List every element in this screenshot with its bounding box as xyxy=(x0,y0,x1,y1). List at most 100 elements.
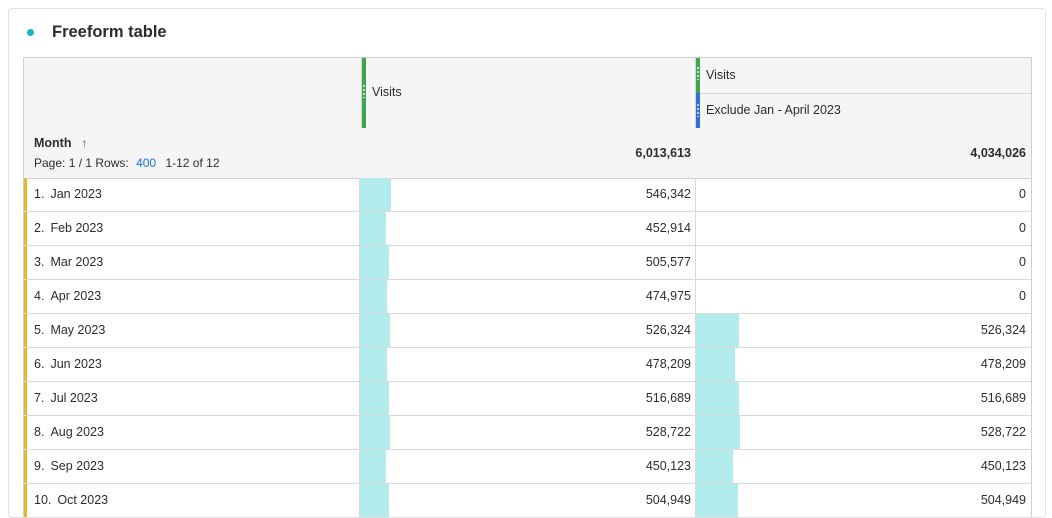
row-label: 5. May 2023 xyxy=(34,323,105,337)
dimension-header[interactable]: Month ↑ xyxy=(34,136,87,150)
row-number: 3. xyxy=(34,255,45,269)
row-number: 8. xyxy=(34,425,45,439)
rows-label: Rows: xyxy=(95,156,129,170)
cell-visits-segment[interactable]: 0 xyxy=(695,212,1031,245)
cell-value: 450,123 xyxy=(645,459,691,473)
cell-visits[interactable]: 478,209 xyxy=(359,348,696,381)
row-label: 4. Apr 2023 xyxy=(34,289,101,303)
column-header-visits[interactable]: Visits xyxy=(361,58,697,128)
cell-value: 504,949 xyxy=(980,493,1026,507)
table-row[interactable]: 7. Jul 2023 516,689 516,689 xyxy=(24,382,1031,416)
column-header-visits-segment[interactable]: Visits Exclude Jan - April 2023 xyxy=(695,58,1031,128)
cell-value: 450,123 xyxy=(980,459,1026,473)
cell-visits-segment[interactable]: 450,123 xyxy=(695,450,1031,483)
header-divider xyxy=(696,93,1031,94)
value-bar xyxy=(696,484,738,517)
month-label: May 2023 xyxy=(50,323,106,337)
cell-visits-segment[interactable]: 528,722 xyxy=(695,416,1031,449)
month-label: Mar 2023 xyxy=(50,255,104,269)
page-indicator: Page: 1 / 1 xyxy=(34,156,93,170)
cell-value: 474,975 xyxy=(645,289,691,303)
row-label: 8. Aug 2023 xyxy=(34,425,104,439)
table-row[interactable]: 2. Feb 2023 452,914 0 xyxy=(24,212,1031,246)
drag-handle-icon[interactable] xyxy=(697,66,699,80)
drag-handle-icon[interactable] xyxy=(697,103,699,117)
cell-value: 516,689 xyxy=(980,391,1026,405)
cell-value: 0 xyxy=(1019,187,1026,201)
month-label: Oct 2023 xyxy=(57,493,109,507)
cell-visits[interactable]: 505,577 xyxy=(359,246,696,279)
cell-visits-segment[interactable]: 478,209 xyxy=(695,348,1031,381)
value-bar xyxy=(696,314,739,347)
row-accent xyxy=(24,280,27,313)
value-bar xyxy=(360,484,389,517)
cell-visits[interactable]: 546,342 xyxy=(359,178,696,211)
row-number: 1. xyxy=(34,187,45,201)
row-accent xyxy=(24,246,27,279)
row-accent xyxy=(24,314,27,347)
table-row[interactable]: 9. Sep 2023 450,123 450,123 xyxy=(24,450,1031,484)
value-bar xyxy=(360,212,386,245)
value-bar xyxy=(696,416,740,449)
table-row[interactable]: 1. Jan 2023 546,342 0 xyxy=(24,178,1031,212)
table-body: 1. Jan 2023 546,342 0 2. Feb 2023 452,914 0 3. Ma… xyxy=(24,178,1031,517)
value-bar xyxy=(696,382,739,415)
cell-value: 528,722 xyxy=(645,425,691,439)
cell-visits-segment[interactable]: 0 xyxy=(695,280,1031,313)
rows-per-page-select[interactable]: 400 xyxy=(136,156,157,170)
dimension-label: Month xyxy=(34,136,72,150)
row-accent xyxy=(24,348,27,381)
table-header: Visits Visits Exclude Jan - April 2023 xyxy=(24,58,1031,129)
row-label: 3. Mar 2023 xyxy=(34,255,103,269)
month-label: Jul 2023 xyxy=(50,391,98,405)
table-row[interactable]: 4. Apr 2023 474,975 0 xyxy=(24,280,1031,314)
value-bar xyxy=(360,246,389,279)
value-bar xyxy=(360,450,386,483)
cell-visits[interactable]: 516,689 xyxy=(359,382,696,415)
row-label: 7. Jul 2023 xyxy=(34,391,98,405)
row-number: 10. xyxy=(34,493,52,507)
month-label: Sep 2023 xyxy=(50,459,104,473)
month-label: Feb 2023 xyxy=(50,221,104,235)
cell-visits[interactable]: 528,722 xyxy=(359,416,696,449)
table-row[interactable]: 8. Aug 2023 528,722 528,722 xyxy=(24,416,1031,450)
table-row[interactable]: 6. Jun 2023 478,209 478,209 xyxy=(24,348,1031,382)
row-label: 6. Jun 2023 xyxy=(34,357,102,371)
arrow-up-icon[interactable]: ↑ xyxy=(81,136,88,150)
cell-value: 526,324 xyxy=(645,323,691,337)
freeform-panel: Freeform table Visits Visits Exclude Jan… xyxy=(8,8,1046,518)
cell-visits-segment[interactable]: 0 xyxy=(695,246,1031,279)
row-label: 1. Jan 2023 xyxy=(34,187,102,201)
row-range: 1-12 of 12 xyxy=(165,156,220,170)
row-number: 4. xyxy=(34,289,45,303)
cell-visits[interactable]: 450,123 xyxy=(359,450,696,483)
column-total-visits-segment: 4,034,026 xyxy=(970,146,1026,160)
cell-visits[interactable]: 504,949 xyxy=(359,484,696,517)
month-label: Jan 2023 xyxy=(50,187,102,201)
month-label: Aug 2023 xyxy=(50,425,104,439)
value-bar xyxy=(360,314,390,347)
status-dot-icon xyxy=(27,28,34,36)
table-row[interactable]: 10. Oct 2023 504,949 504,949 xyxy=(24,484,1031,517)
row-number: 9. xyxy=(34,459,45,473)
column-total-visits: 6,013,613 xyxy=(635,146,691,160)
cell-visits-segment[interactable]: 526,324 xyxy=(695,314,1031,347)
freeform-table: Visits Visits Exclude Jan - April 2023 M… xyxy=(23,57,1032,517)
cell-visits[interactable]: 526,324 xyxy=(359,314,696,347)
cell-visits[interactable]: 474,975 xyxy=(359,280,696,313)
cell-visits-segment[interactable]: 0 xyxy=(695,178,1031,211)
panel-header[interactable]: Freeform table xyxy=(27,21,167,43)
row-accent xyxy=(24,484,27,517)
cell-value: 0 xyxy=(1019,255,1026,269)
column-header-label: Visits xyxy=(706,68,736,82)
cell-visits-segment[interactable]: 516,689 xyxy=(695,382,1031,415)
value-bar xyxy=(360,178,391,211)
row-number: 6. xyxy=(34,357,45,371)
drag-handle-icon[interactable] xyxy=(363,84,365,98)
row-number: 5. xyxy=(34,323,45,337)
table-row[interactable]: 3. Mar 2023 505,577 0 xyxy=(24,246,1031,280)
cell-value: 478,209 xyxy=(645,357,691,371)
cell-visits-segment[interactable]: 504,949 xyxy=(695,484,1031,517)
table-row[interactable]: 5. May 2023 526,324 526,324 xyxy=(24,314,1031,348)
cell-visits[interactable]: 452,914 xyxy=(359,212,696,245)
